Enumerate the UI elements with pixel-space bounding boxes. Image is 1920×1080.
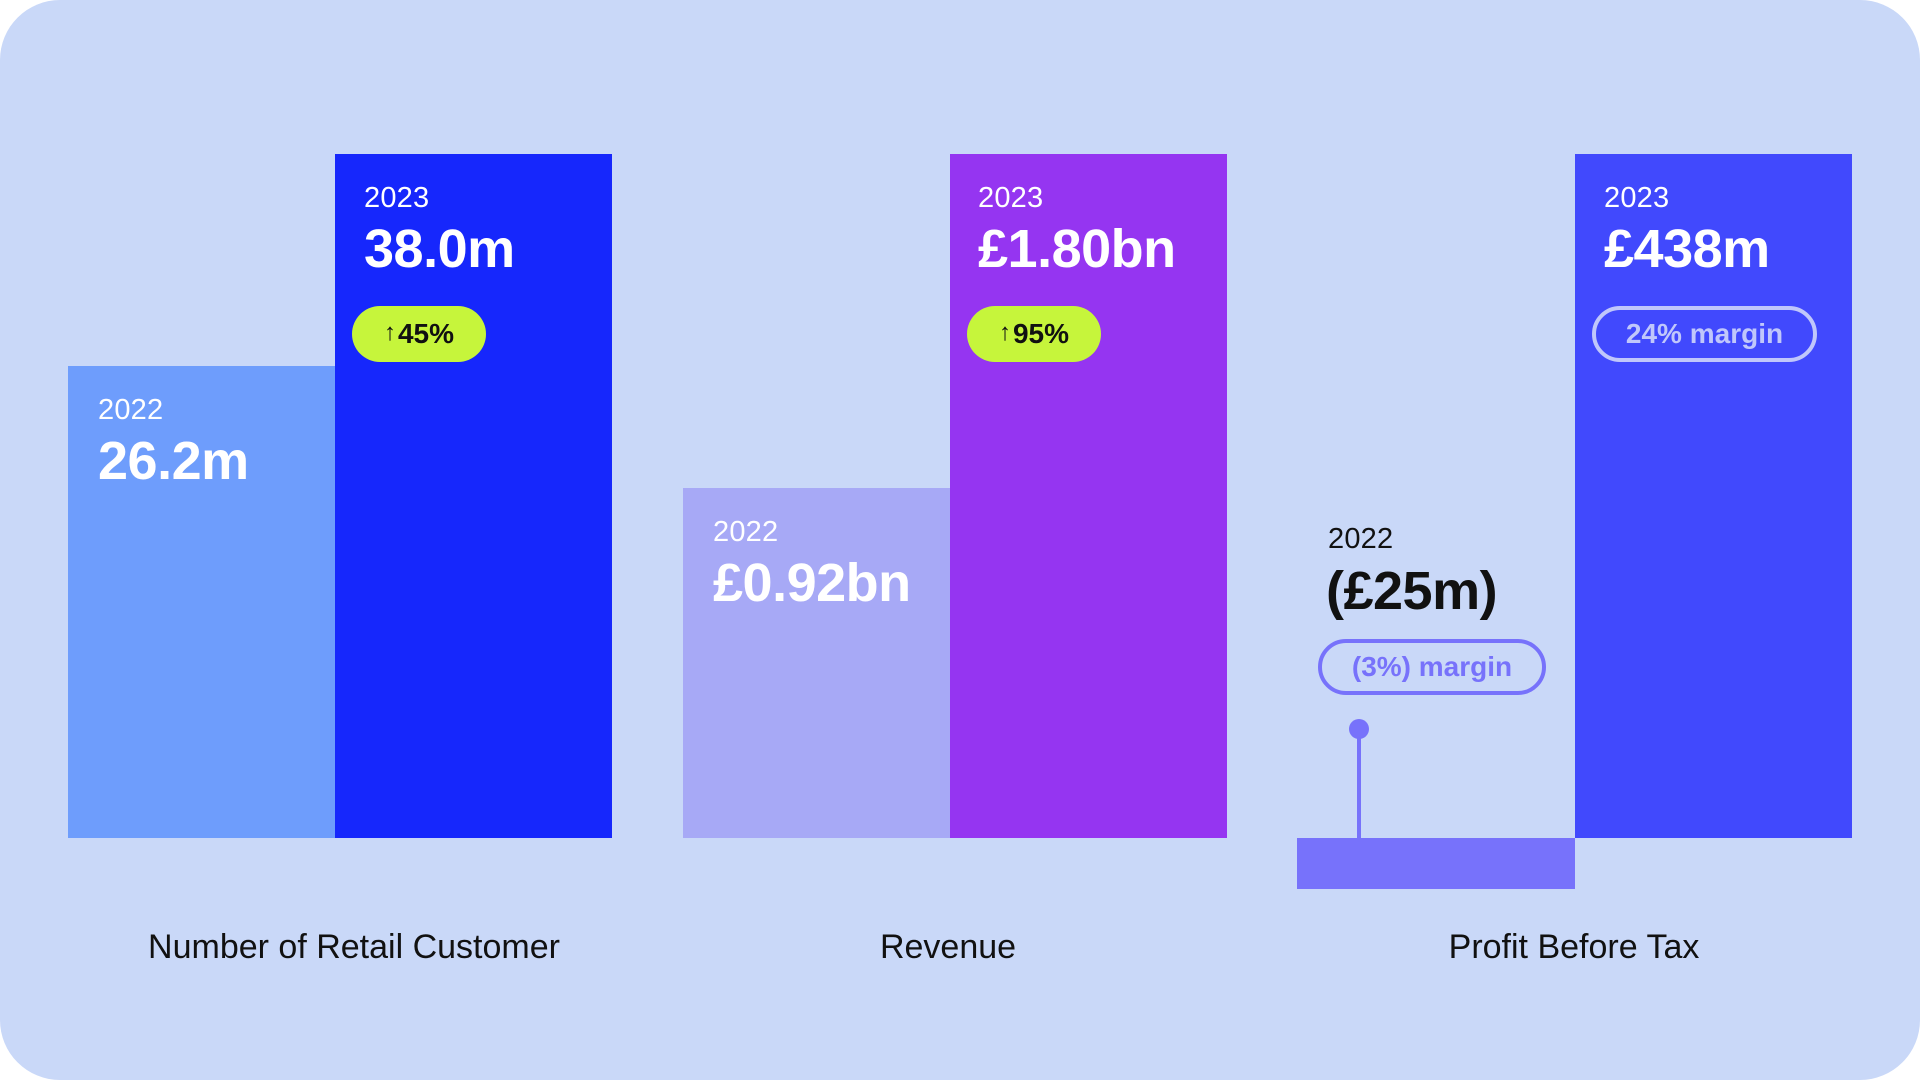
customers-bar-2022 [68,366,335,838]
customers-change-value: 45% [397,318,455,349]
profit-2022-marker-stem [1357,730,1361,838]
customers-2022-year: 2022 [98,394,164,427]
customers-2022-value: 26.2m [98,431,249,492]
revenue-2022-year: 2022 [713,516,779,549]
revenue-chart-title: Revenue [879,928,1017,966]
profit-2023-year: 2023 [1604,182,1670,214]
profit-bar-2023 [1575,154,1852,838]
revenue-change-badge: ↑ 95% [967,306,1101,362]
profit-2022-marker-dot [1349,719,1369,739]
profit-2023-margin-badge: 24% margin [1592,306,1817,362]
revenue-2023-value: £1.80bn [978,219,1176,279]
profit-2023-margin-value: 24% margin [1625,318,1784,349]
revenue-2022-value: £0.92bn [713,553,911,614]
profit-2022-margin-badge: (3%) margin [1318,639,1546,695]
revenue-bar-2023 [950,154,1227,838]
customers-2023-value: 38.0m [364,219,515,279]
revenue-bar-2022 [683,488,950,838]
customers-bar-2023 [335,154,612,838]
profit-bar-2022 [1297,838,1575,889]
profit-2022-year: 2022 [1328,523,1394,555]
arrow-up-icon: ↑ [998,319,1011,346]
arrow-up-icon: ↑ [383,319,396,346]
revenue-change-value: 95% [1012,318,1070,349]
customers-2023-year: 2023 [364,182,430,214]
profit-chart-title: Profit Before Tax [1448,928,1700,966]
customers-change-badge: ↑ 45% [352,306,486,362]
profit-2022-value: (£25m) [1326,561,1498,621]
profit-2023-value: £438m [1604,219,1770,279]
profit-2022-margin-value: (3%) margin [1351,651,1513,682]
customers-chart-title: Number of Retail Customer [148,928,560,966]
revenue-2023-year: 2023 [978,182,1044,214]
